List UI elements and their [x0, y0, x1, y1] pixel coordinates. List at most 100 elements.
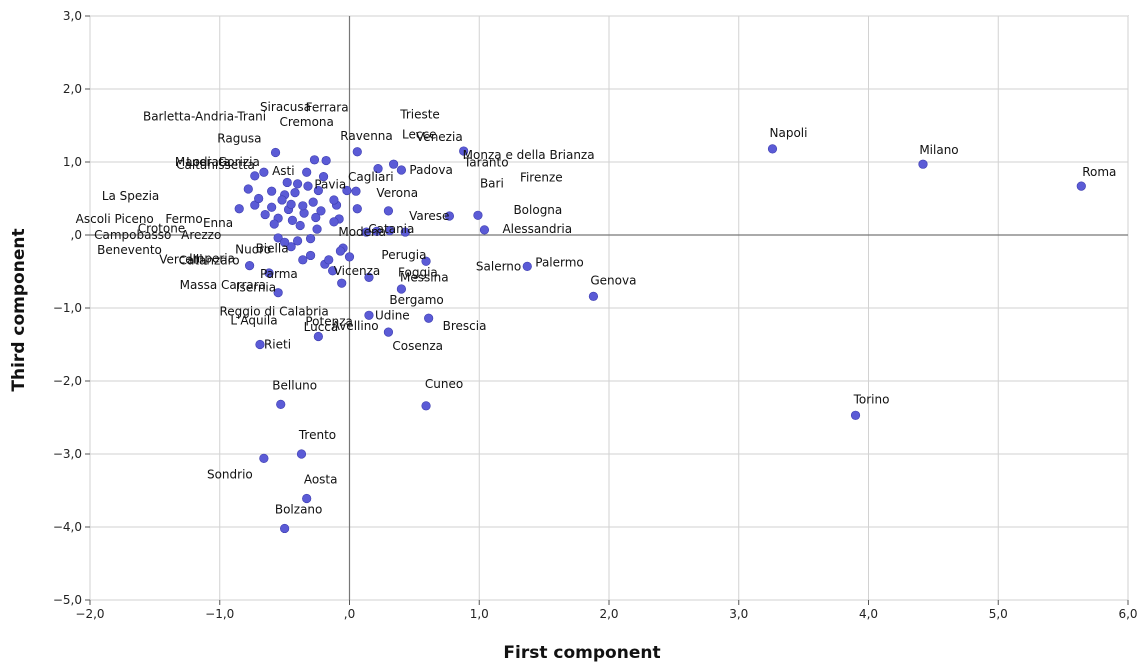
y-tick-label: −3,0: [53, 447, 82, 461]
data-point: [372, 226, 382, 236]
point-label: Cagliari: [348, 170, 394, 184]
data-point: [293, 236, 303, 246]
x-tick-label: ,0: [344, 607, 355, 621]
data-point: [264, 268, 274, 278]
point-label: Genova: [590, 273, 636, 287]
point-label: Ferrara: [306, 101, 349, 115]
data-point: [335, 246, 346, 256]
x-tick-label: 5,0: [989, 607, 1008, 621]
data-point: [313, 331, 323, 342]
data-point: [282, 177, 292, 188]
data-point: [396, 284, 407, 294]
data-point: [250, 171, 260, 181]
point-label: Pavia: [314, 177, 346, 191]
point-label: Bergamo: [389, 293, 443, 307]
point-label: Belluno: [272, 378, 317, 392]
point-label: Campobasso: [94, 228, 171, 242]
data-point: [305, 250, 316, 261]
data-point: [324, 255, 334, 265]
data-point: [313, 185, 323, 196]
point-label: Modena: [338, 225, 386, 239]
point-label: Cosenza: [392, 339, 443, 353]
point-label: Bari: [480, 176, 504, 190]
data-point: [588, 291, 599, 301]
data-point: [244, 261, 255, 271]
y-tick-label: −2,0: [53, 374, 82, 388]
point-label: Monza e della Brianza: [463, 148, 595, 162]
point-label: La Spezia: [102, 189, 159, 203]
point-label: Massa Carrara: [180, 278, 266, 292]
data-point: [290, 188, 300, 198]
data-point: [479, 225, 490, 235]
point-label: Messina: [400, 270, 449, 284]
point-label: Vicenza: [334, 264, 381, 278]
x-tick-label: 4,0: [859, 607, 878, 621]
data-point: [400, 227, 410, 237]
point-label: Firenze: [520, 170, 563, 184]
y-tick-label: −1,0: [53, 301, 82, 315]
point-label: Lucca: [304, 320, 339, 334]
data-point: [389, 159, 399, 169]
data-point: [270, 147, 281, 158]
y-tick-label: 3,0: [63, 9, 82, 23]
data-point: [259, 453, 269, 463]
point-label: Biella: [256, 241, 289, 255]
point-label: Bologna: [513, 203, 562, 217]
point-label: Aosta: [304, 473, 338, 487]
data-point: [351, 186, 361, 196]
data-point: [259, 167, 269, 177]
point-label: Catania: [368, 222, 414, 236]
data-point: [243, 184, 253, 194]
point-label: Macerata: [175, 155, 231, 169]
data-point: [255, 339, 265, 350]
data-point: [311, 212, 321, 223]
point-label: Varese: [409, 209, 449, 223]
data-point: [383, 206, 394, 216]
data-point: [364, 310, 374, 320]
data-point: [273, 288, 283, 298]
point-label: Venezia: [416, 130, 463, 144]
data-point: [298, 255, 308, 265]
y-axis-title: Third component: [9, 228, 29, 391]
y-tick-label: 1,0: [63, 155, 82, 169]
data-point: [383, 327, 394, 337]
data-point: [352, 204, 362, 214]
point-label: Palermo: [535, 255, 584, 269]
data-point: [329, 195, 339, 205]
y-tick-label: −4,0: [53, 520, 82, 534]
data-point: [321, 155, 331, 166]
point-label: Crotone: [138, 222, 185, 236]
point-label: Nuoro: [235, 243, 271, 257]
data-point: [459, 146, 469, 156]
point-label: Reggio di Calabria: [219, 305, 328, 319]
point-label: Fermo: [165, 212, 202, 226]
point-label: Lodi: [186, 155, 211, 169]
data-point: [234, 204, 244, 214]
data-point: [260, 209, 270, 220]
x-tick-label: 1,0: [470, 607, 489, 621]
data-point: [312, 224, 322, 234]
data-point: [295, 220, 305, 231]
data-point: [308, 197, 318, 207]
point-label: Siracusa: [260, 100, 311, 114]
point-label: Isernia: [236, 281, 276, 295]
data-point: [918, 159, 928, 169]
y-tick-label: 2,0: [63, 82, 82, 96]
data-point: [373, 163, 383, 174]
point-label: Ragusa: [217, 132, 261, 146]
point-label: Brescia: [443, 319, 487, 333]
data-point: [444, 211, 455, 221]
point-label: Cremona: [279, 115, 333, 129]
x-tick-label: 3,0: [729, 607, 748, 621]
data-point: [303, 181, 313, 191]
data-point: [267, 202, 277, 212]
point-label: Caltanissetta: [176, 158, 255, 172]
x-axis-ticks: −2,0 −1,0 ,0 1,0 2,0 3,0 4,0 5,0 6,0: [75, 600, 1138, 621]
data-point: [850, 410, 861, 420]
point-label: Avellino: [332, 319, 379, 333]
point-labels: Napoli Milano Roma Torino Genova Palermo Venez…: [76, 100, 1117, 517]
point-label: Cuneo: [425, 377, 463, 391]
point-label: Perugia: [381, 248, 426, 262]
data-point: [254, 193, 264, 204]
